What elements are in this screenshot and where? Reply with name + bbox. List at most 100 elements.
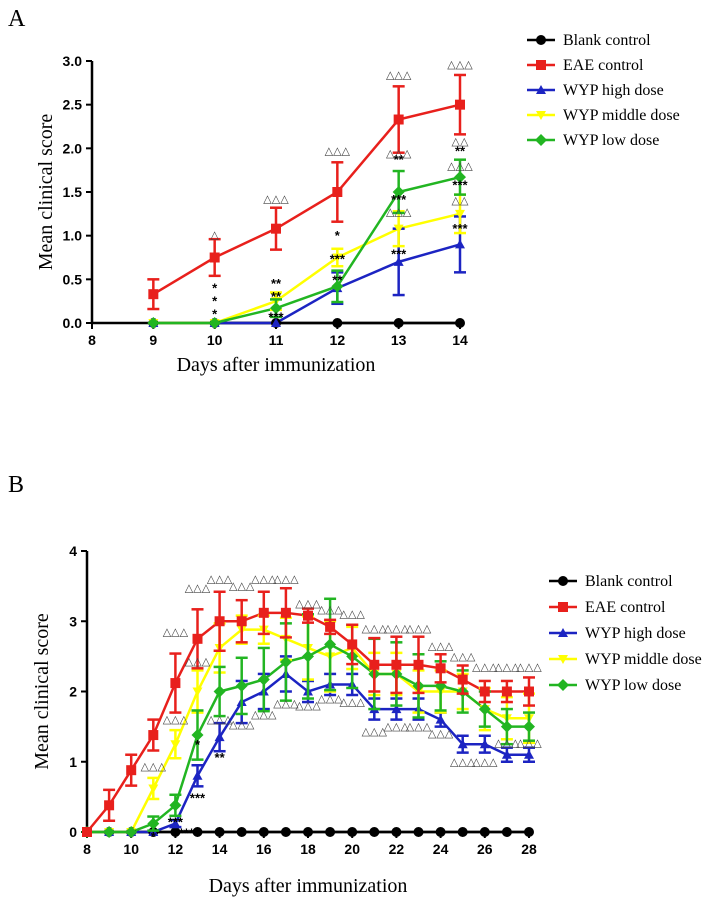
panel-b-significance-annotation: △△△: [207, 574, 233, 586]
panel-b-data-point: [435, 827, 446, 837]
panel-a-significance-annotation: **: [455, 143, 466, 158]
panel-a-y-tick-label: 1.0: [63, 228, 83, 244]
panel-b-x-tick-label: 22: [389, 841, 405, 857]
panel-b-data-point: [435, 714, 446, 724]
panel-b-significance-annotation: △△△: [340, 609, 366, 621]
panel-b-significance-annotation: △△△: [141, 761, 167, 773]
panel-a-significance-annotation: ***: [452, 177, 468, 192]
panel-a-data-point: [332, 253, 343, 263]
panel-a-y-tick-label: 0.5: [63, 271, 83, 287]
panel-b-significance-annotation: ***: [190, 790, 206, 805]
panel-b-significance-annotation: △△△: [185, 583, 211, 595]
panel-a-y-tick-label: 1.5: [63, 184, 83, 200]
panel-b-significance-annotation: △△△: [229, 581, 255, 593]
panel-b-x-tick-label: 24: [433, 841, 449, 857]
panel-b-data-point: [501, 749, 512, 759]
panel-a-data-point: [455, 318, 465, 328]
panel-a-significance-annotation: △△△: [386, 148, 412, 160]
panel-b-legend-label: WYP low dose: [585, 677, 681, 694]
panel-b-y-tick-label: 0: [69, 824, 77, 840]
panel-b-data-point: [413, 659, 424, 670]
panel-a-y-tick-label: 2.5: [63, 97, 83, 113]
panel-a-legend-swatch-marker: [535, 134, 547, 146]
panel-b-significance-annotation: △△△: [494, 661, 520, 673]
panel-b-significance-annotation: △△△: [251, 709, 277, 721]
panel-a-series-line: [153, 243, 461, 325]
panel-a-data-point: [147, 317, 160, 329]
panel-b-x-tick-label: 16: [256, 841, 272, 857]
panel-b-data-point: [214, 827, 225, 837]
panel-a-legend-swatch-marker: [536, 85, 546, 94]
panel-b-legend-swatch-marker: [558, 576, 568, 586]
panel-b-x-tick-label: 20: [344, 841, 360, 857]
panel-a-data-point: [455, 239, 465, 249]
panel-b-data-point: [413, 827, 424, 837]
panel-a-legend-label: Blank control: [563, 32, 651, 49]
panel-a-y-axis-title: Mean clinical score: [35, 114, 57, 271]
panel-a-data-point: [393, 318, 404, 328]
panel-b-data-point: [302, 650, 314, 663]
panel-a-significance-annotation: **: [332, 273, 343, 288]
panel-b-x-tick-label: 10: [123, 841, 139, 857]
panel-b-data-point: [258, 607, 269, 618]
panel-b-data-point: [214, 616, 225, 627]
panel-a-data-point: [271, 318, 281, 327]
panel-a-significance-annotation: ***: [330, 252, 346, 267]
panel-a-data-point: [455, 99, 465, 110]
panel-a-y-tick-label: 0.0: [63, 315, 83, 331]
panel-b-data-point: [280, 827, 291, 837]
panel-a-significance-annotation: △△△: [386, 207, 412, 219]
panel-a-legend-swatch-marker: [536, 35, 546, 45]
panel-a-legend-label: WYP low dose: [563, 132, 659, 149]
panel-b-data-point: [369, 827, 380, 837]
panel-b-data-point: [258, 827, 269, 837]
panel-b-data-point: [236, 827, 247, 837]
panel-a-data-point: [332, 187, 343, 197]
panel-b-x-tick-label: 28: [521, 841, 537, 857]
panel-b-significance-annotation: △△△: [317, 693, 343, 705]
panel-b-data-point: [82, 827, 92, 837]
panel-a-data-point: [454, 171, 466, 184]
panel-a-significance-annotation: △△△: [447, 160, 473, 172]
panel-b-data-point: [148, 784, 159, 794]
panel-a-x-tick-label: 12: [330, 332, 346, 348]
panel-b-data-point: [303, 610, 313, 621]
panel-a-y-tick-label: 2.0: [63, 140, 83, 156]
panel-b-data-point: [170, 818, 181, 828]
panel-a-significance-annotation: △△△: [386, 69, 412, 81]
panel-b-significance-annotation: △△△: [406, 623, 432, 635]
panel-a-data-point: [393, 224, 404, 234]
panel-b-data-point: [479, 739, 490, 749]
panel-a-x-tick-label: 11: [269, 332, 284, 348]
panel-a-legend-swatch-marker: [536, 111, 546, 120]
panel-b-data-point: [147, 817, 160, 830]
panel-b-data-point: [192, 770, 203, 780]
panel-a-significance-annotation: **: [394, 152, 405, 167]
panel-b-legend-label: Blank control: [585, 573, 673, 590]
panel-b-significance-annotation: ***: [179, 826, 195, 841]
panel-b-data-point: [391, 704, 402, 714]
panel-b-data-point: [325, 827, 336, 837]
panel-a-data-point: [393, 256, 404, 266]
panel-b-data-point: [170, 827, 181, 837]
panel-b-y-axis-title: Mean clinical score: [31, 613, 53, 770]
panel-b-y-tick-label: 4: [69, 543, 77, 559]
panel-b-significance-annotation: △△△: [273, 698, 299, 710]
panel-a-series-line: [152, 103, 461, 296]
panel-b-significance-annotation: △△△: [185, 656, 211, 668]
panel-b-significance-annotation: △△△: [472, 661, 498, 673]
panel-b-x-tick-label: 8: [83, 841, 91, 857]
panel-a-significance-annotation: △△△: [325, 145, 351, 157]
panel-b-legend-label: EAE control: [585, 599, 666, 616]
panel-b-data-point: [347, 639, 358, 650]
panel-b-significance-annotation: △△△: [406, 721, 432, 733]
panel-b-significance-annotation: △△△: [340, 697, 366, 709]
panel-b-data-point: [280, 607, 291, 618]
panel-b-data-point: [501, 827, 512, 837]
panel-a-data-point: [455, 209, 465, 219]
panel-b-significance-annotation: △△△: [362, 726, 388, 738]
panel-a-significance-annotation: △△△: [263, 193, 289, 205]
panel-b-significance-annotation: △△△: [251, 574, 277, 586]
panel-a-significance-annotation: ***: [391, 192, 407, 207]
panel-b-legend-swatch-marker: [557, 679, 569, 691]
